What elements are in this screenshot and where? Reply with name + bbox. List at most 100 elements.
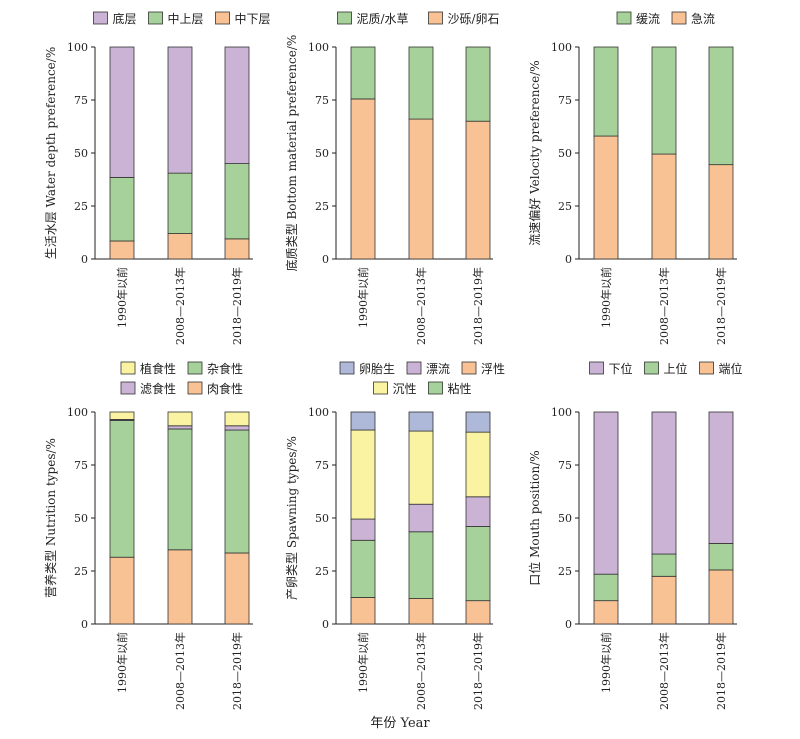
bar-segment	[651, 553, 677, 577]
bar-segment	[408, 503, 434, 533]
y-tick-label: 25	[315, 200, 329, 213]
y-tick-label: 25	[558, 200, 572, 213]
panel-6: 0 25 50 75 100 口位 Mouth position/% 1990年以前 2008…	[527, 361, 743, 710]
bar-segment	[109, 420, 135, 558]
bar-segment	[224, 46, 250, 164]
legend-swatch	[187, 381, 203, 395]
y-tick-label: 75	[558, 94, 572, 107]
bar-segment	[167, 425, 193, 430]
x-tick-label: 2018—2019年	[230, 267, 244, 345]
y-tick-label: 25	[558, 565, 572, 578]
x-axis-title: 年份 Year	[370, 716, 430, 731]
panel-2: 0 25 50 75 100 底质类型 Bottom material preferenc…	[284, 11, 500, 345]
x-tick-label: 1990年以前	[599, 267, 613, 328]
panel-5: 0 25 50 75 100 产卵类型 Spawning types/% 1990年以前 20…	[285, 361, 505, 710]
y-tick-label: 0	[565, 253, 572, 266]
x-tick-label: 2018—2019年	[714, 267, 728, 345]
legend-swatch	[644, 361, 659, 375]
x-tick-label: 2018—2019年	[230, 632, 244, 710]
x-tick-label: 2008—2013年	[657, 632, 671, 710]
y-axis-title: 产卵类型 Spawning types/%	[285, 436, 299, 600]
x-tick-label: 2008—2013年	[414, 632, 428, 710]
legend-label: 沉性	[393, 382, 417, 396]
y-tick-label: 0	[81, 253, 88, 266]
legend-swatch	[148, 11, 163, 25]
bar-segment	[109, 176, 135, 242]
bar-segment	[109, 411, 135, 420]
x-tick-label: 2018—2019年	[471, 267, 485, 345]
legend-label: 泥质/水草	[357, 12, 409, 26]
bar-segment	[708, 543, 734, 571]
legend-swatch	[120, 381, 136, 395]
legend-swatch	[215, 11, 230, 25]
bar-segment	[350, 46, 376, 100]
y-tick-label: 50	[74, 512, 88, 525]
legend-label: 下位	[609, 361, 633, 376]
legend-label: 滤食性	[140, 381, 176, 396]
bar-segment	[465, 120, 491, 260]
y-axis-title: 生活水层 Water depth preference/%	[44, 47, 58, 259]
y-tick-label: 0	[322, 253, 329, 266]
x-tick-label: 2008—2013年	[657, 267, 671, 345]
y-tick-label: 75	[558, 459, 572, 472]
bar-segment	[224, 425, 250, 431]
bar-segment	[109, 556, 135, 625]
x-tick-label: 1990年以前	[115, 632, 129, 693]
bar-segment	[167, 233, 193, 260]
y-tick-label: 100	[551, 41, 572, 54]
bar-segment	[465, 411, 491, 433]
x-tick-label: 2008—2013年	[173, 632, 187, 710]
bar-segment	[593, 600, 619, 625]
legend-label: 卵胎生	[359, 362, 395, 376]
x-tick-label: 2018—2019年	[471, 632, 485, 710]
y-axis-title: 口位 Mouth position/%	[527, 450, 542, 585]
bar-segment	[708, 164, 734, 260]
legend-label: 肉食性	[207, 381, 243, 396]
x-tick-label: 1990年以前	[356, 267, 370, 328]
y-tick-label: 25	[74, 565, 88, 578]
bar-segment	[167, 411, 193, 427]
bar-segment	[224, 411, 250, 427]
bar-segment	[593, 573, 619, 602]
x-tick-label: 2008—2013年	[173, 267, 187, 345]
bar-segment	[109, 46, 135, 178]
legend: 泥质/水草 沙砾/卵石	[337, 11, 500, 26]
panel-4: 0 25 50 75 100 营养类型 Nutrition types/% 1990年以前 2…	[43, 361, 253, 710]
bar-segment	[167, 549, 193, 625]
y-axis-title: 营养类型 Nutrition types/%	[43, 438, 58, 598]
bar-segment	[465, 600, 491, 625]
bar-segment	[350, 518, 376, 541]
bar-segment	[167, 172, 193, 234]
legend-label: 中下层	[235, 11, 271, 26]
legend-label: 植食性	[140, 361, 176, 376]
bar-segment	[651, 411, 677, 555]
bar-segment	[167, 46, 193, 174]
legend-label: 底层	[113, 11, 137, 26]
legend-label: 端位	[719, 361, 743, 376]
y-tick-label: 75	[74, 459, 88, 472]
panel-1: 0 25 50 75 100 生活水层 Water depth preference/% 1…	[44, 11, 271, 345]
bar-segment	[167, 428, 193, 551]
bar-segment	[350, 411, 376, 431]
y-tick-label: 75	[315, 94, 329, 107]
bar-segment	[408, 531, 434, 599]
legend-swatch	[93, 11, 108, 25]
x-tick-label: 1990年以前	[356, 632, 370, 693]
legend-label: 漂流	[426, 362, 450, 376]
bar-segment	[408, 430, 434, 505]
legend: 缓流 急流	[616, 11, 715, 26]
bar-segment	[708, 411, 734, 544]
bar-segment	[465, 496, 491, 527]
bar-segment	[408, 46, 434, 120]
legend-swatch	[589, 361, 604, 375]
x-tick-label: 1990年以前	[599, 632, 613, 693]
legend-label: 急流	[691, 11, 715, 26]
y-tick-label: 100	[551, 406, 572, 419]
legend-label: 上位	[664, 361, 688, 376]
legend-swatch	[406, 361, 422, 375]
y-tick-label: 50	[315, 512, 329, 525]
bar-segment	[408, 598, 434, 625]
bar-segment	[651, 46, 677, 155]
